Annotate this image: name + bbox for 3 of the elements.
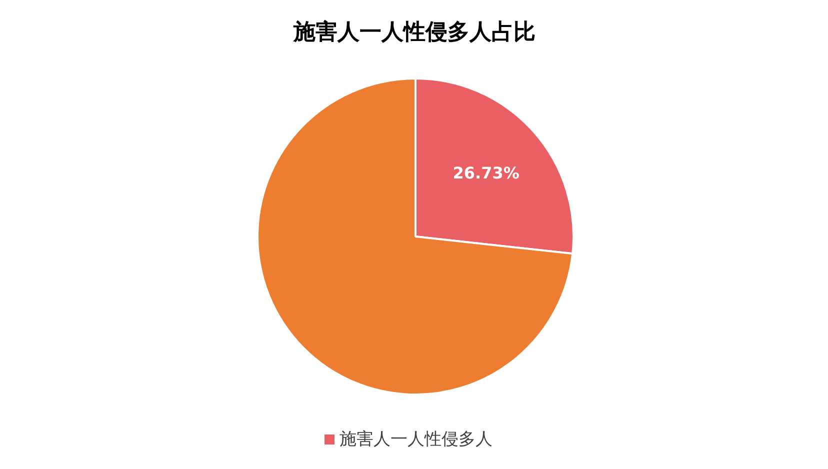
chart-title: 施害人一人性侵多人占比 [292, 19, 536, 45]
legend-label: 施害人一人性侵多人 [340, 430, 492, 450]
data-label: 26.73% [452, 164, 520, 183]
